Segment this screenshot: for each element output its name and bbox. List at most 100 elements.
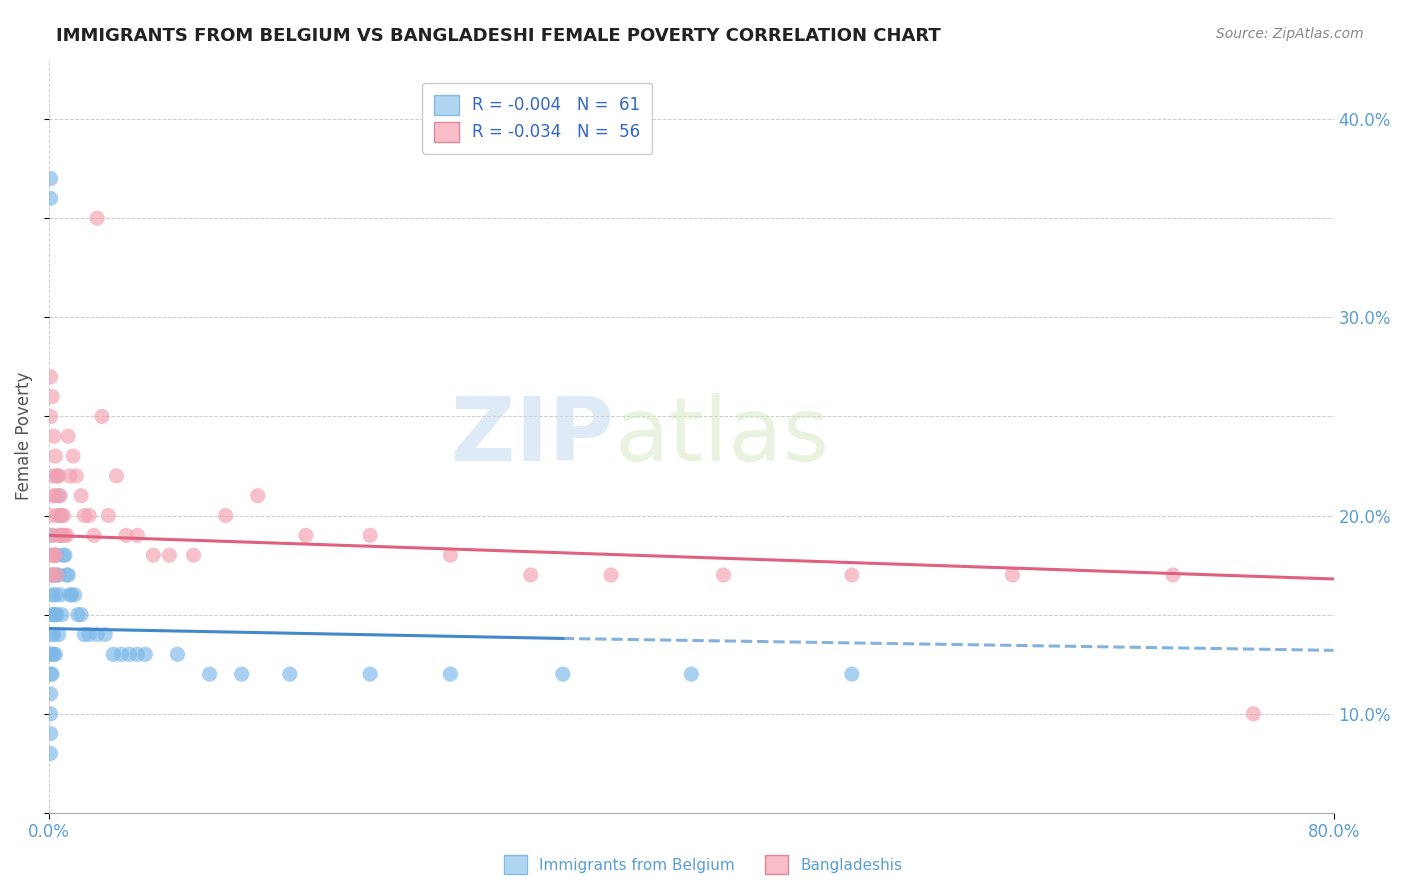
Point (134, 648, 156, 662)
Point (48, 568, 70, 582)
Point (1241, 706, 1264, 721)
Point (48, 528, 70, 542)
Point (519, 568, 541, 582)
Point (48, 489, 70, 503)
Point (39, 508, 62, 523)
Point (46, 469, 69, 483)
Legend: Immigrants from Belgium, Bangladeshis: Immigrants from Belgium, Bangladeshis (498, 849, 908, 880)
Point (66, 607, 89, 622)
Point (63, 588, 86, 602)
Text: IMMIGRANTS FROM BELGIUM VS BANGLADESHI FEMALE POVERTY CORRELATION CHART: IMMIGRANTS FROM BELGIUM VS BANGLADESHI F… (56, 27, 941, 45)
Point (600, 568, 623, 582)
Point (439, 667, 461, 681)
Point (198, 667, 221, 681)
Point (103, 648, 125, 662)
Point (359, 528, 381, 542)
Text: atlas: atlas (614, 392, 830, 480)
Point (41, 627, 63, 641)
Point (39, 191, 62, 205)
Point (39, 548, 62, 562)
Point (681, 667, 703, 681)
Point (41, 568, 63, 582)
Point (841, 667, 863, 681)
Point (91, 409, 114, 424)
Point (39, 648, 62, 662)
Point (42, 568, 65, 582)
Point (42, 607, 65, 622)
Point (713, 568, 735, 582)
Point (41, 588, 63, 602)
Point (55, 568, 77, 582)
Point (42, 429, 65, 443)
Point (183, 548, 205, 562)
Point (60, 588, 83, 602)
Point (97, 508, 120, 523)
Point (46, 607, 69, 622)
Point (39, 687, 62, 701)
Point (83, 528, 105, 542)
Point (41, 568, 63, 582)
Point (44, 449, 66, 463)
Point (55, 528, 77, 542)
Point (551, 667, 574, 681)
Point (58, 429, 80, 443)
Point (49, 508, 72, 523)
Point (46, 508, 69, 523)
Point (62, 449, 84, 463)
Point (70, 489, 93, 503)
Point (44, 648, 66, 662)
Point (439, 548, 461, 562)
Point (42, 548, 65, 562)
Point (44, 588, 66, 602)
Point (39, 706, 62, 721)
Point (359, 667, 381, 681)
Point (39, 171, 62, 186)
Point (44, 548, 66, 562)
Text: Source: ZipAtlas.com: Source: ZipAtlas.com (1216, 27, 1364, 41)
Point (46, 568, 69, 582)
Point (46, 548, 69, 562)
Point (53, 528, 76, 542)
Point (48, 469, 70, 483)
Point (77, 627, 100, 641)
Point (73, 508, 96, 523)
Point (39, 409, 62, 424)
Point (49, 489, 72, 503)
Point (1001, 568, 1024, 582)
Point (41, 607, 63, 622)
Point (70, 607, 93, 622)
Point (44, 607, 66, 622)
Point (94, 627, 117, 641)
Point (52, 508, 75, 523)
Point (44, 568, 66, 582)
Point (39, 369, 62, 384)
Point (58, 568, 80, 582)
Point (214, 508, 236, 523)
Point (157, 548, 180, 562)
Point (166, 648, 188, 662)
Point (41, 667, 63, 681)
Point (127, 528, 149, 542)
Point (142, 548, 165, 562)
Point (49, 528, 72, 542)
Point (77, 508, 100, 523)
Point (278, 667, 301, 681)
Legend: R = -0.004   N =  61, R = -0.034   N =  56: R = -0.004 N = 61, R = -0.034 N = 56 (422, 83, 652, 153)
Point (46, 469, 69, 483)
Point (41, 469, 63, 483)
Point (42, 627, 65, 641)
Point (41, 390, 63, 404)
Point (51, 528, 73, 542)
Point (39, 747, 62, 761)
Text: ZIP: ZIP (451, 392, 614, 480)
Point (42, 548, 65, 562)
Point (42, 489, 65, 503)
Point (1161, 568, 1184, 582)
Point (42, 648, 65, 662)
Point (41, 528, 63, 542)
Point (127, 648, 149, 662)
Point (41, 528, 63, 542)
Point (39, 667, 62, 681)
Point (39, 726, 62, 740)
Point (52, 548, 75, 562)
